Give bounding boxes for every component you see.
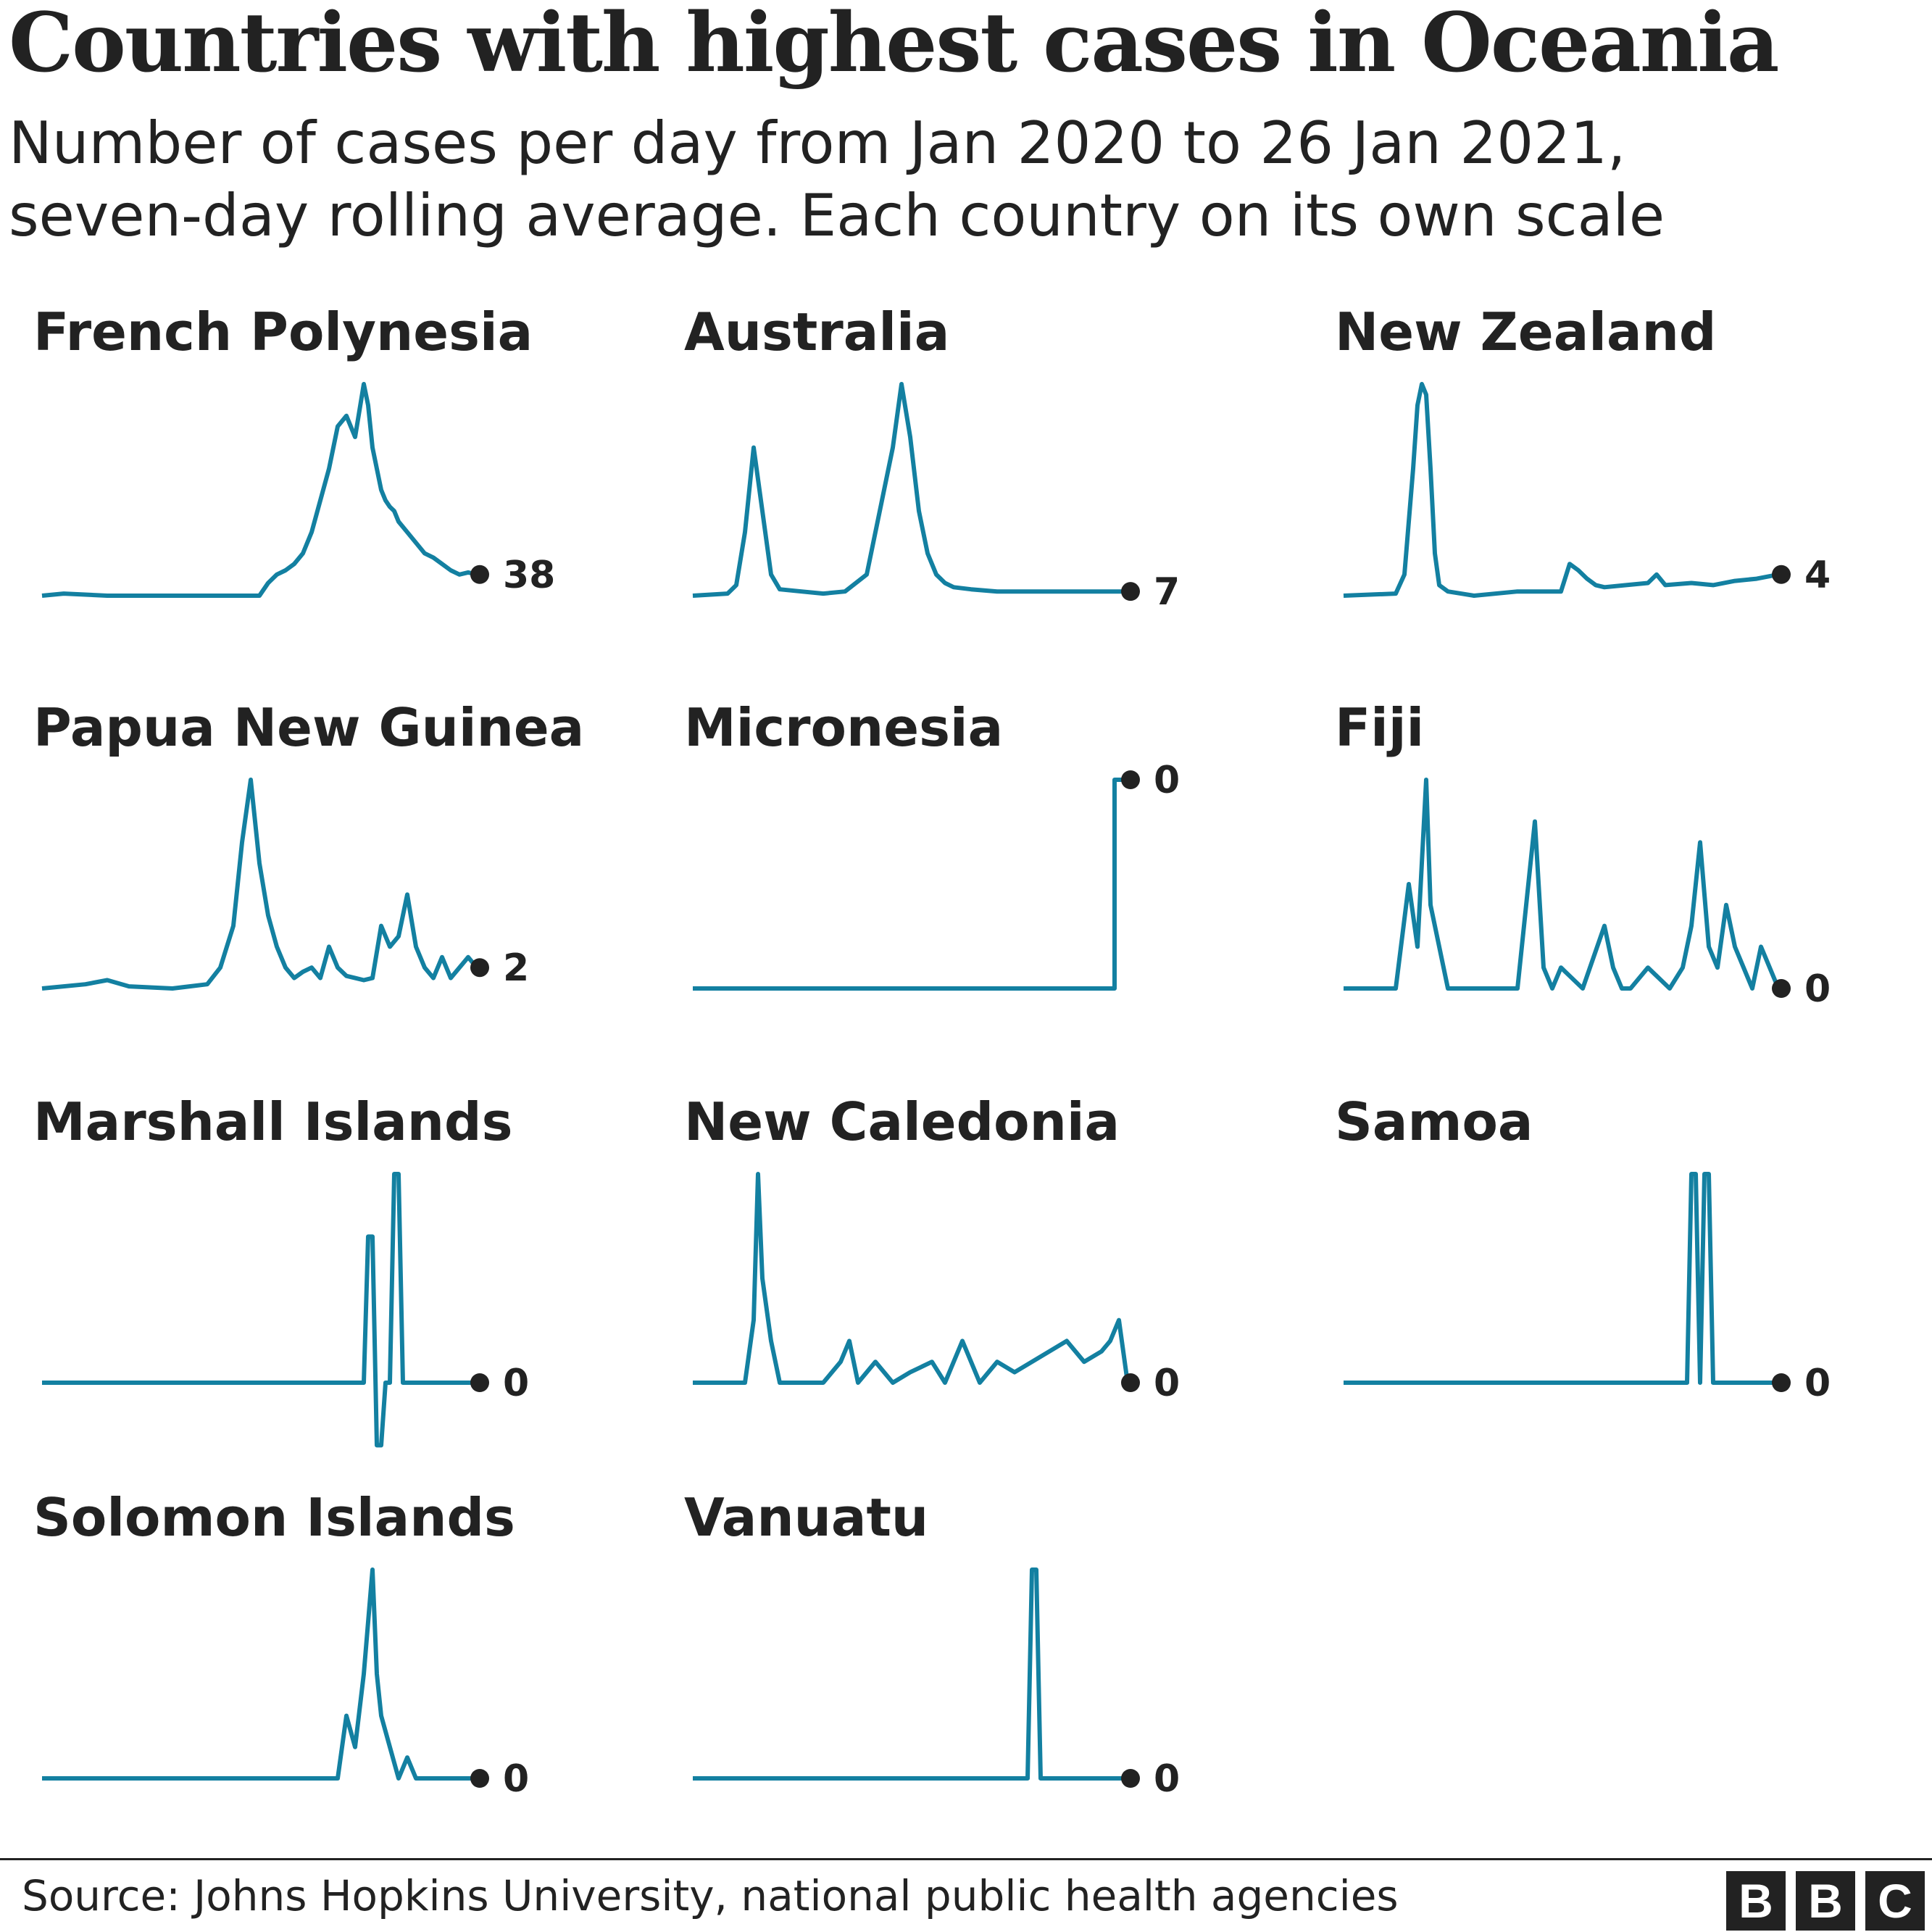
series-line [41,382,478,598]
small-multiples-chart: 38 7 4 2 0 0 0 0 0 0 0 [41,382,1831,1801]
bbc-logo-letter: C [1865,1871,1925,1931]
series-line [692,382,1128,598]
chart-subtitle: Number of cases per day from Jan 2020 to… [9,107,1665,252]
end-value-label: 4 [1804,554,1831,597]
panel-title: Australia [684,301,950,362]
country-panel: 38 [41,382,555,598]
country-panel: 0 [693,759,1180,991]
end-point-marker [470,1373,489,1392]
country-panel: 0 [693,1172,1180,1405]
panel-title: New Zealand [1335,301,1717,362]
end-point-marker [470,958,489,978]
end-value-label: 0 [1804,1362,1831,1405]
panel-title: Micronesia [684,697,1004,758]
end-value-label: 2 [503,946,529,990]
series-line [1344,778,1781,991]
panel-title: French Polynesia [33,301,533,362]
panel-title: Fiji [1335,697,1425,758]
series-line [693,1172,1130,1385]
end-value-label: 0 [1154,1757,1180,1801]
end-value-label: 0 [503,1362,529,1405]
country-panel: 4 [1343,382,1831,598]
series-line [1343,382,1779,598]
series-line [41,778,479,991]
end-point-marker [470,565,489,584]
series-line [1344,1172,1778,1385]
end-value-label: 0 [1154,1362,1180,1405]
panel-title: Vanuatu [684,1487,929,1548]
subtitle-line-1: Number of cases per day from Jan 2020 to… [9,109,1626,177]
end-value-label: 0 [503,1757,529,1801]
subtitle-line-2: seven-day rolling average. Each country … [9,182,1665,249]
panel-title: Marshall Islands [33,1091,513,1152]
series-line [693,778,1128,991]
series-line [42,1172,477,1448]
country-panel: 7 [692,382,1180,614]
end-value-label: 38 [503,554,555,597]
end-value-label: 7 [1154,570,1180,614]
panel-title: Samoa [1335,1091,1533,1152]
footer-divider [0,1858,1932,1860]
end-point-marker [1772,565,1791,584]
country-panel: 0 [42,1172,529,1448]
end-point-marker [1121,1769,1140,1788]
country-panel: 0 [42,1567,529,1801]
end-point-marker [470,1769,489,1788]
bbc-logo: B B C [1726,1871,1925,1931]
end-point-marker [1121,770,1140,789]
end-value-label: 0 [1804,967,1831,1011]
country-panel: 0 [693,1567,1180,1801]
bbc-logo-letter: B [1726,1871,1786,1931]
panel-title: Papua New Guinea [33,697,585,758]
source-note: Source: Johns Hopkins University, nation… [22,1871,1399,1920]
country-panel: 0 [1344,1172,1831,1405]
series-line [693,1567,1128,1781]
end-point-marker [1121,582,1140,601]
country-panel: 0 [1344,778,1831,1011]
end-value-label: 0 [1154,759,1180,802]
bbc-logo-letter: B [1796,1871,1855,1931]
panel-title: Solomon Islands [33,1487,515,1548]
country-panel: 2 [41,778,529,991]
end-point-marker [1772,979,1791,998]
series-line [42,1567,477,1781]
chart-title: Countries with highest cases in Oceania [9,0,1779,91]
end-point-marker [1772,1373,1791,1392]
end-point-marker [1121,1373,1140,1392]
panel-title: New Caledonia [684,1091,1120,1152]
